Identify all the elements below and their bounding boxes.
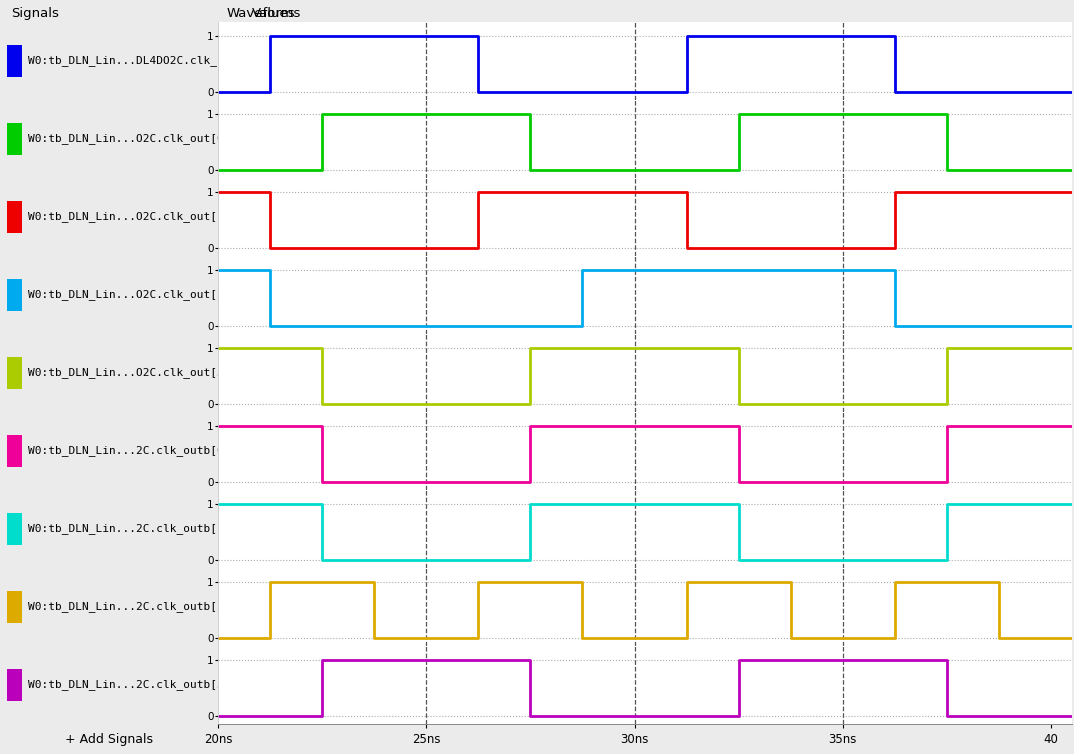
Text: W0:tb_DLN_Lin...O2C.clk_out[2: W0:tb_DLN_Lin...O2C.clk_out[2 — [28, 290, 224, 300]
Bar — [6, 435, 21, 467]
Text: W0:tb_DLN_Lin...2C.clk_outb[1: W0:tb_DLN_Lin...2C.clk_outb[1 — [28, 523, 224, 535]
Text: W0:tb_DLN_Lin...2C.clk_outb[3: W0:tb_DLN_Lin...2C.clk_outb[3 — [28, 679, 224, 691]
Bar — [6, 280, 21, 311]
Bar — [6, 670, 21, 700]
Bar — [6, 124, 21, 155]
Text: Waveforms: Waveforms — [227, 7, 301, 20]
Text: 1: 1 — [252, 445, 260, 458]
Text: 1: 1 — [252, 523, 260, 535]
Text: W0:tb_DLN_Lin...2C.clk_outb[2: W0:tb_DLN_Lin...2C.clk_outb[2 — [28, 602, 224, 612]
Text: 0: 0 — [252, 133, 260, 146]
Text: 1: 1 — [252, 600, 260, 614]
Bar — [6, 201, 21, 232]
Bar — [6, 45, 21, 77]
Bar — [6, 591, 21, 623]
Text: Signals: Signals — [11, 7, 59, 20]
Bar — [6, 513, 21, 544]
Text: W0:tb_DLN_Lin...O2C.clk_out[0: W0:tb_DLN_Lin...O2C.clk_out[0 — [28, 133, 224, 145]
Text: Values: Values — [252, 7, 296, 20]
Text: W0:tb_DLN_Lin...2C.clk_outb[0: W0:tb_DLN_Lin...2C.clk_outb[0 — [28, 446, 224, 456]
Text: 1: 1 — [252, 679, 260, 691]
Text: W0:tb_DLN_Lin...O2C.clk_out[3: W0:tb_DLN_Lin...O2C.clk_out[3 — [28, 367, 224, 379]
Text: W0:tb_DLN_Lin...O2C.clk_out[1: W0:tb_DLN_Lin...O2C.clk_out[1 — [28, 212, 224, 222]
Text: + Add Signals: + Add Signals — [66, 732, 153, 746]
Text: 0: 0 — [252, 54, 260, 68]
Text: 0: 0 — [252, 366, 260, 379]
Text: 0: 0 — [252, 289, 260, 302]
Bar — [6, 357, 21, 388]
Text: 0: 0 — [252, 210, 260, 223]
Text: W0:tb_DLN_Lin...DL4DO2C.clk_: W0:tb_DLN_Lin...DL4DO2C.clk_ — [28, 56, 217, 66]
